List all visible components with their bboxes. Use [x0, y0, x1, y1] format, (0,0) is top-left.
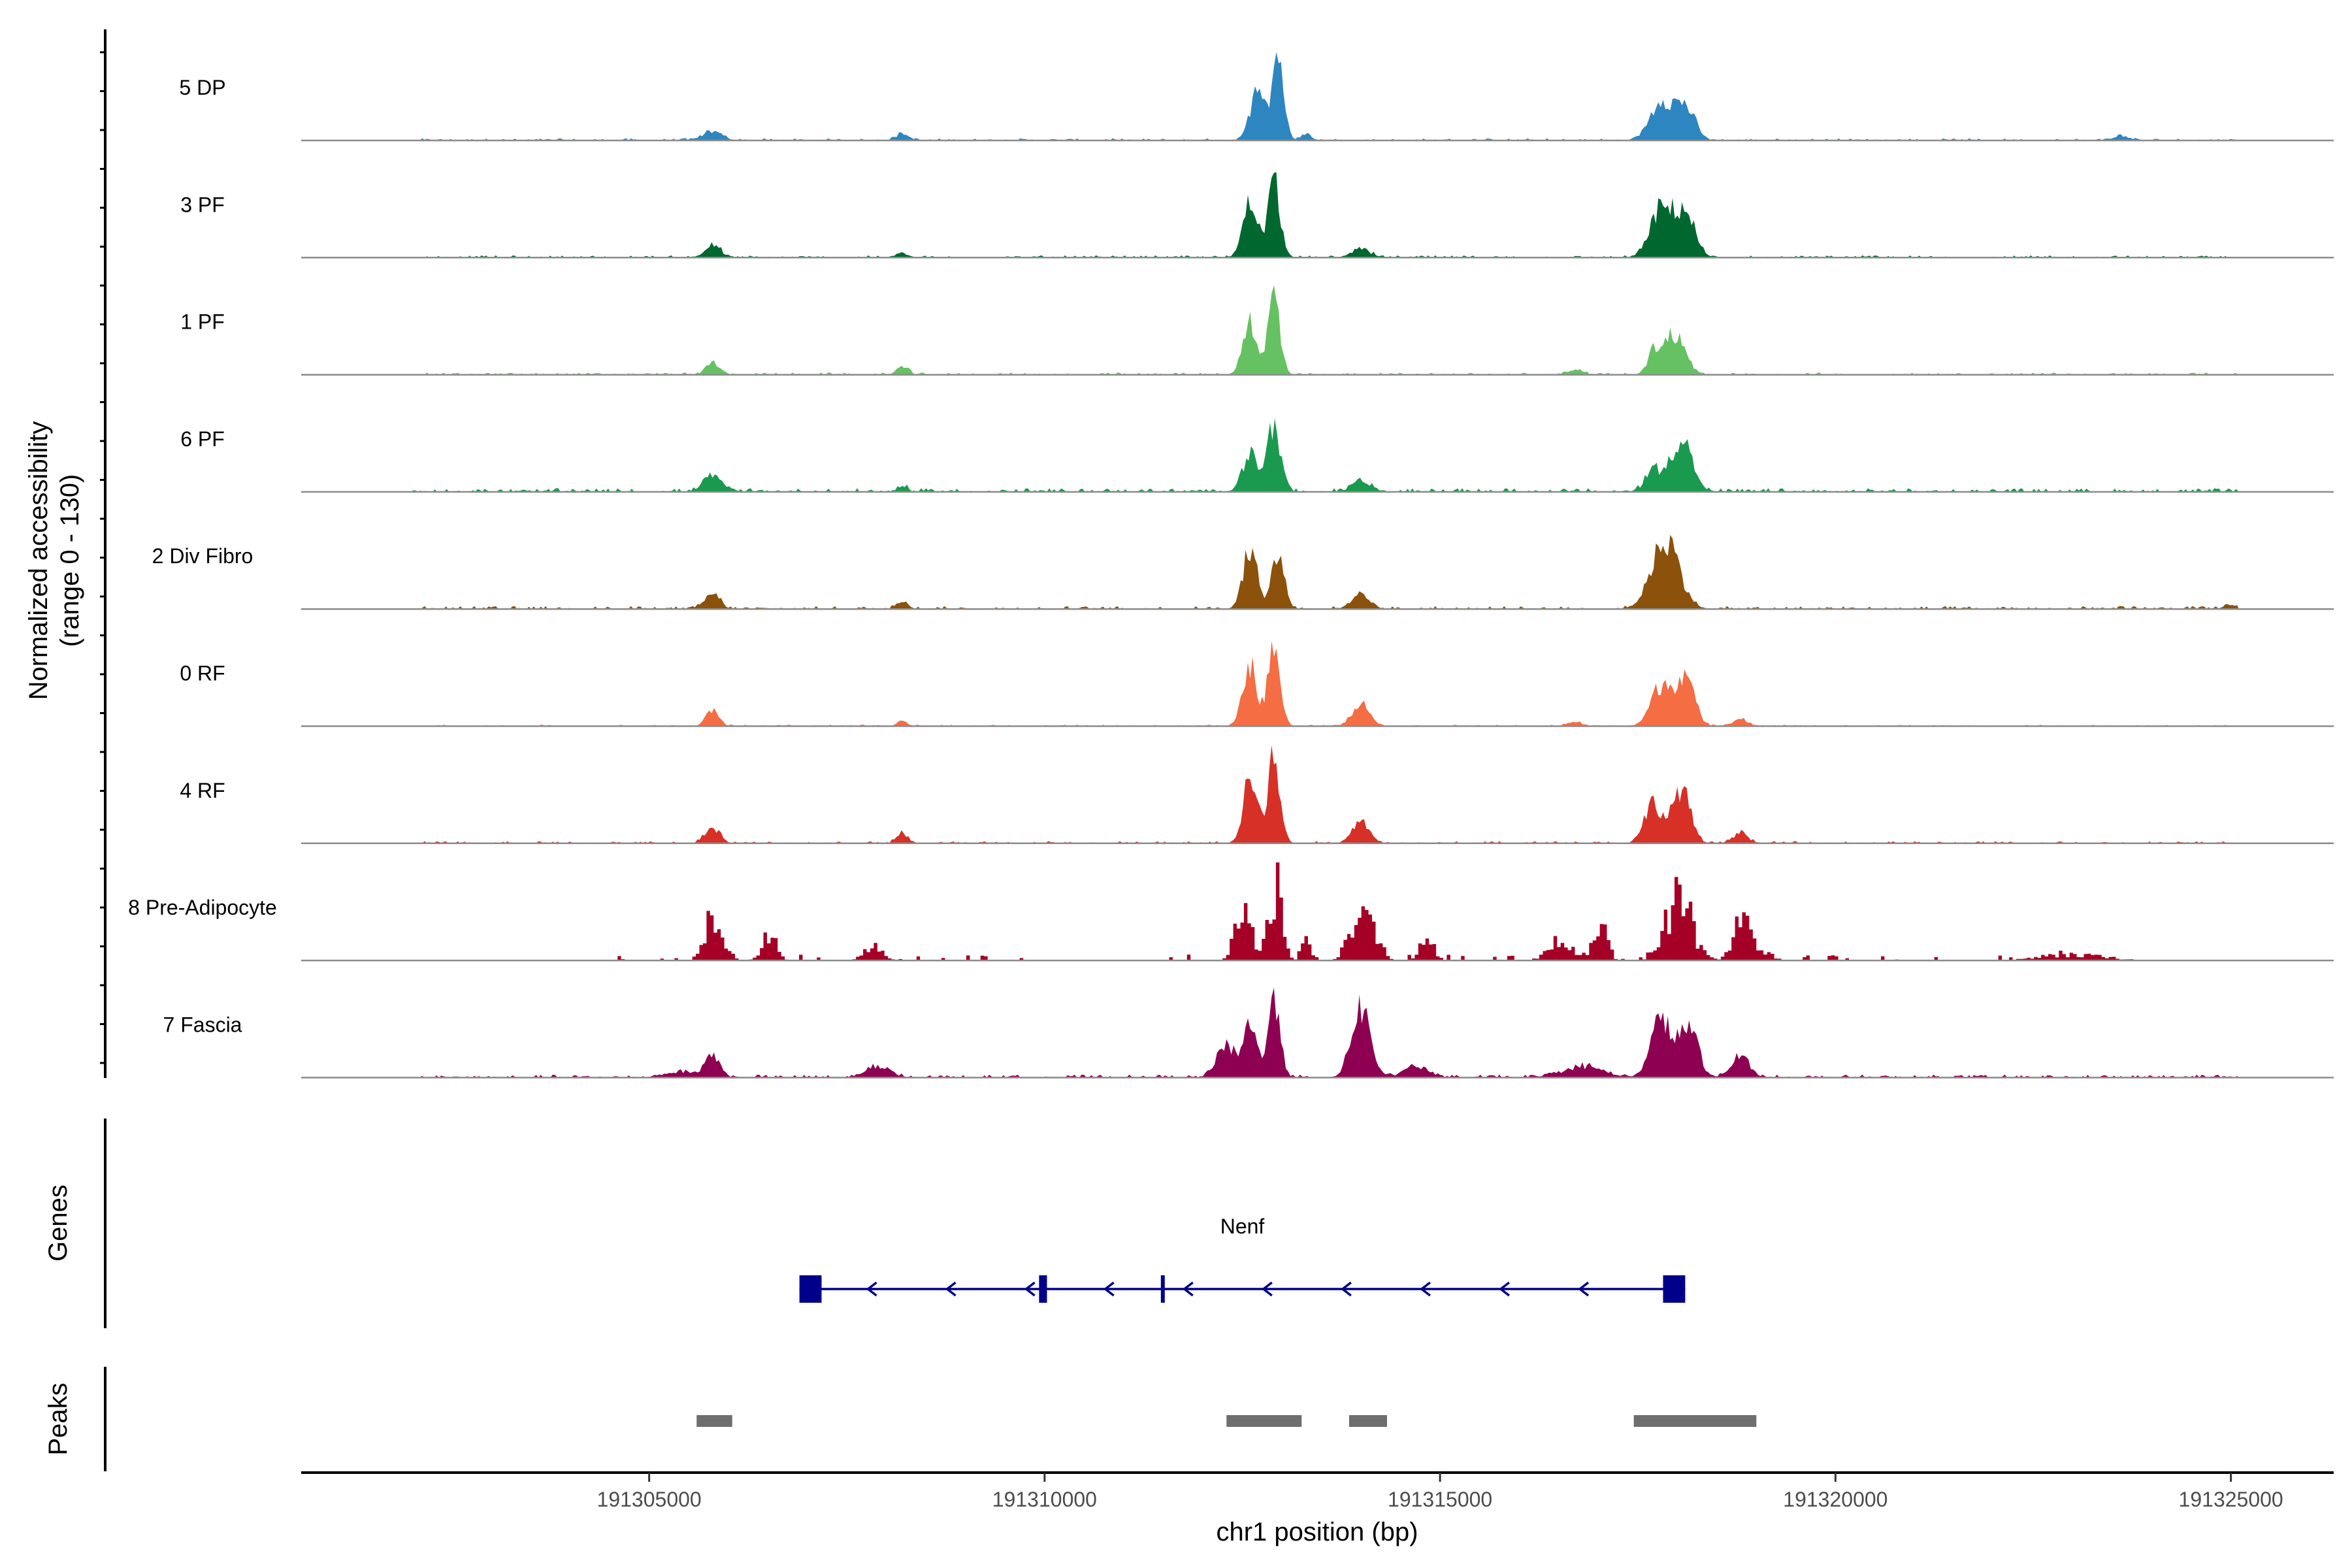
coverage-area	[419, 52, 2239, 140]
track-label: 5 DP	[179, 76, 225, 99]
gene-exon	[1160, 1275, 1165, 1303]
gene-model	[799, 1275, 1686, 1303]
coverage-area	[419, 987, 2239, 1078]
strand-arrow	[866, 1281, 877, 1297]
coverage-area	[419, 172, 2239, 258]
x-axis-ticks: 191305000 191310000 191315000 191320000 1913…	[597, 1473, 2283, 1511]
coverage-tracks: 5 DP 3 PF 1 PF 6 PF 2 Div Fibro 0 RF 4 RF 8 Pre…	[128, 52, 2334, 1079]
x-axis-label: chr1 position (bp)	[1216, 1518, 1418, 1546]
strand-arrow	[1499, 1281, 1511, 1297]
coverage-area	[419, 641, 2239, 727]
x-tick-label: 191315000	[1388, 1488, 1492, 1511]
track-8-pre-adipocyte: 8 Pre-Adipocyte	[128, 862, 2334, 962]
track-label: 6 PF	[180, 427, 225, 451]
coverage-area	[419, 285, 2239, 375]
track-4-rf: 4 RF	[180, 745, 2334, 845]
strand-arrow	[1182, 1281, 1194, 1297]
track-7-fascia: 7 Fascia	[163, 987, 2334, 1079]
gene-name-label: Nenf	[1220, 1215, 1265, 1238]
genes-track-label: Genes	[44, 1184, 73, 1262]
accessibility-y-axis	[100, 29, 106, 1078]
y-axis-label-line1: Normalized accessibility	[24, 421, 53, 700]
genes-panel: Genes Nenf	[44, 1119, 1686, 1328]
coverage-area	[419, 534, 2239, 610]
strand-arrow	[945, 1281, 956, 1297]
x-tick-label: 191310000	[992, 1488, 1097, 1511]
peak-regions	[696, 1415, 1757, 1427]
strand-arrow	[1261, 1281, 1273, 1297]
track-0-rf: 0 RF	[180, 641, 2334, 727]
x-tick-label: 191305000	[597, 1488, 702, 1511]
track-label: 0 RF	[180, 662, 225, 685]
track-label: 7 Fascia	[163, 1013, 242, 1036]
peak-region	[696, 1415, 732, 1427]
strand-arrow	[1024, 1281, 1036, 1297]
peaks-panel: Peaks	[44, 1367, 1757, 1471]
y-axis-ticks	[100, 51, 105, 1064]
track-6-pf: 6 PF	[180, 418, 2334, 493]
peaks-track-label: Peaks	[44, 1382, 73, 1455]
x-tick-label: 191320000	[1783, 1488, 1887, 1511]
y-axis-label-line2: (range 0 - 130)	[56, 474, 84, 647]
track-label: 4 RF	[180, 779, 225, 802]
peak-region	[1633, 1415, 1757, 1427]
track-5-dp: 5 DP	[179, 52, 2334, 142]
track-2-div-fibro: 2 Div Fibro	[152, 534, 2334, 610]
coverage-area	[404, 418, 2239, 492]
coverage-area	[617, 862, 2155, 961]
genomic-position-x-axis: 191305000 191310000 191315000 191320000 1913…	[301, 1471, 2334, 1511]
track-label: 8 Pre-Adipocyte	[128, 896, 277, 919]
track-label: 1 PF	[180, 310, 225, 334]
track-label: 2 Div Fibro	[152, 544, 253, 568]
strand-arrow	[1578, 1281, 1590, 1297]
peak-region	[1226, 1415, 1302, 1427]
gene-exon	[1663, 1275, 1686, 1303]
track-1-pf: 1 PF	[180, 285, 2334, 376]
strand-arrow	[1420, 1281, 1431, 1297]
track-3-pf: 3 PF	[180, 172, 2334, 259]
gene-exon	[799, 1275, 822, 1303]
peak-region	[1348, 1415, 1388, 1427]
strand-arrow	[1103, 1281, 1115, 1297]
coverage-area	[419, 745, 2239, 843]
gene-exon	[1039, 1275, 1047, 1303]
strand-arrow	[1340, 1281, 1352, 1297]
x-tick-label: 191325000	[2179, 1488, 2283, 1511]
track-label: 3 PF	[180, 193, 225, 216]
